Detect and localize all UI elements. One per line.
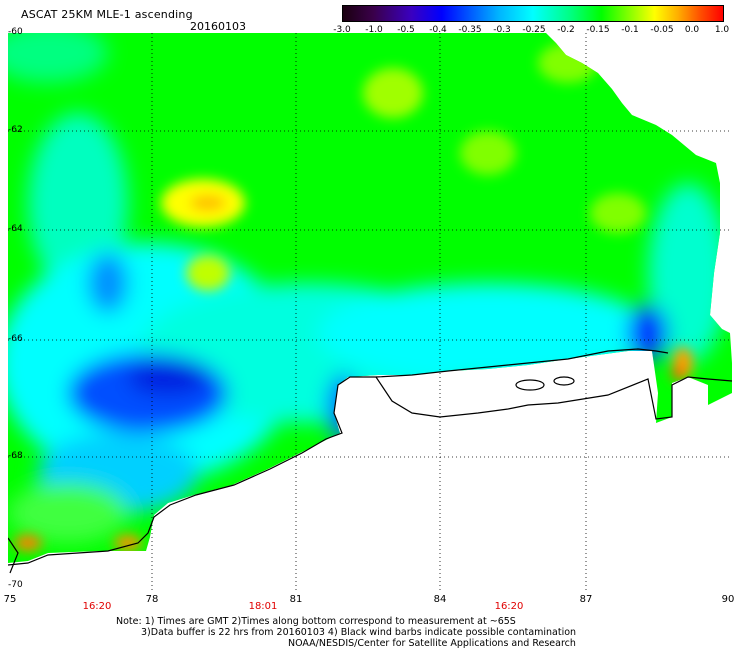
colorbar-tick: -0.35 xyxy=(458,25,482,35)
lat-label: -66 xyxy=(8,334,23,344)
backscatter-field xyxy=(8,33,732,563)
note-line-2: 3)Data buffer is 22 hrs from 20160103 4)… xyxy=(141,627,577,638)
colorbar-tick: -0.1 xyxy=(621,25,639,35)
lon-label: 90 xyxy=(721,594,735,605)
time-label: 16:20 xyxy=(494,601,524,612)
lon-label: 78 xyxy=(145,594,159,605)
lat-label: -62 xyxy=(8,125,23,135)
lat-label: -60 xyxy=(8,27,23,37)
lon-label: 87 xyxy=(579,594,593,605)
colorbar-tick: -1.0 xyxy=(365,25,383,35)
colorbar xyxy=(342,5,724,22)
plot-date: 20160103 xyxy=(190,20,246,33)
colorbar-tick: 0.0 xyxy=(684,25,700,35)
time-label: 18:01 xyxy=(248,601,278,612)
lat-label: -70 xyxy=(8,580,23,590)
colorbar-tick: -0.25 xyxy=(522,25,546,35)
coastline xyxy=(8,348,732,574)
colorbar-tick: -0.5 xyxy=(397,25,415,35)
colorbar-tick: -0.2 xyxy=(557,25,575,35)
note-line-1: Note: 1) Times are GMT 2)Times along bot… xyxy=(116,616,516,627)
lat-label: -64 xyxy=(8,224,23,234)
colorbar-tick: -0.05 xyxy=(650,25,674,35)
lon-label: 81 xyxy=(289,594,303,605)
time-label: 16:20 xyxy=(82,601,112,612)
lat-label: -68 xyxy=(8,451,23,461)
graticule xyxy=(8,33,732,590)
colorbar-tick: 1.0 xyxy=(714,25,730,35)
plot-title: ASCAT 25KM MLE-1 ascending xyxy=(21,8,193,21)
lon-label: 75 xyxy=(3,594,17,605)
colorbar-tick: -0.4 xyxy=(429,25,447,35)
colorbar-tick: -0.3 xyxy=(493,25,511,35)
colorbar-ticks: -3.0 -1.0 -0.5 -0.4 -0.35 -0.3 -0.25 -0.… xyxy=(332,25,734,37)
colorbar-tick: -3.0 xyxy=(333,25,351,35)
colorbar-tick: -0.15 xyxy=(586,25,610,35)
map-plot xyxy=(8,33,732,590)
note-line-3: NOAA/NESDIS/Center for Satellite Applica… xyxy=(288,638,576,649)
lon-label: 84 xyxy=(433,594,447,605)
